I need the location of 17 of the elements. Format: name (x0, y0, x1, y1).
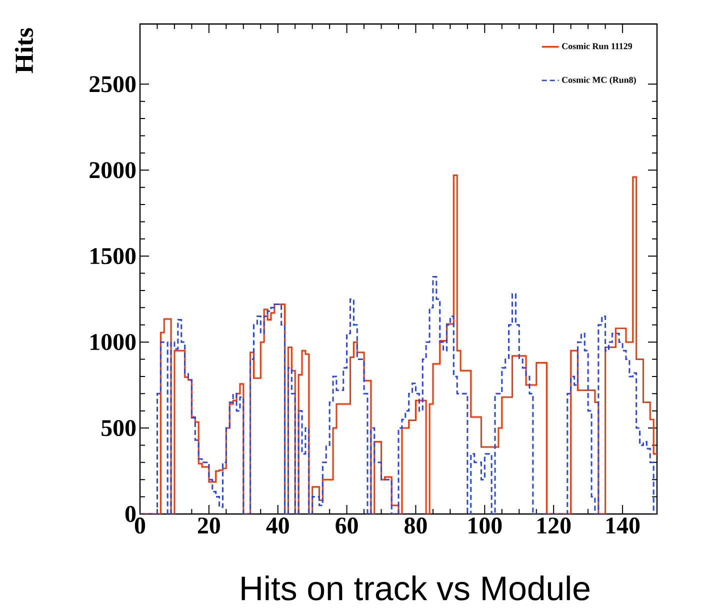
y-tick-label: 1500 (90, 248, 136, 264)
x-tick-label: 80 (404, 518, 427, 534)
x-tick-label: 140 (606, 518, 640, 534)
x-tick-label: 20 (198, 518, 220, 534)
x-tick-label: 120 (538, 518, 571, 534)
y-tick-label: 2000 (90, 162, 136, 178)
x-tick-label: 100 (468, 518, 502, 534)
y-tick-label: 500 (102, 420, 136, 436)
y-axis-title: Hits (14, 28, 34, 74)
text: Hits on track vs Module (242, 576, 590, 600)
y-tick-label: 0 (125, 506, 136, 522)
y-tick-label: 1000 (90, 334, 136, 350)
legend-label: Cosmic Run 11129 (562, 42, 632, 50)
x-tick-label: 40 (266, 518, 289, 534)
x-tick-label: 60 (336, 518, 358, 534)
legend-label: Cosmic MC (Run8) (562, 76, 636, 85)
y-tick-label: 2500 (90, 76, 136, 92)
